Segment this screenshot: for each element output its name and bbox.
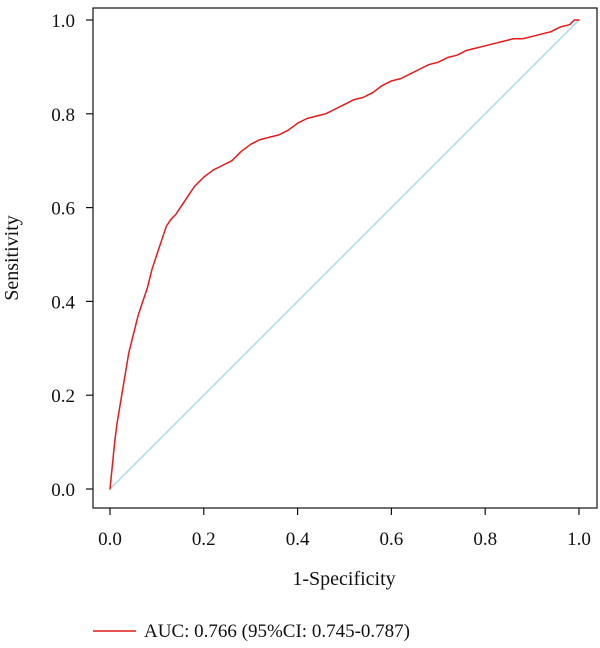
- y-tick-label-4: 0.8: [51, 105, 75, 126]
- curve-layer: [109, 19, 580, 490]
- y-tick-label-1: 0.2: [51, 386, 75, 407]
- y-tick-label-0: 0.0: [51, 480, 75, 501]
- plot-frame: [92, 7, 598, 509]
- plot-border: [92, 7, 598, 509]
- x-tick-label-4: 0.8: [473, 529, 497, 550]
- x-tick-label-3: 0.6: [380, 529, 404, 550]
- reference-layer: [109, 19, 580, 490]
- axis-layer: 0.0 0.2 0.4 0.6 0.8 1.0 0.0 0.2 0.4 0.6 0.8 1.0: [51, 11, 591, 550]
- x-tick-label-0: 0.0: [98, 529, 122, 550]
- y-axis-label: Sensitivity: [1, 215, 23, 301]
- y-tick-label-5: 1.0: [51, 11, 75, 32]
- x-tick-label-2: 0.4: [286, 529, 310, 550]
- legend: AUC: 0.766 (95%CI: 0.745-0.787): [93, 621, 410, 642]
- y-tick-label-2: 0.4: [51, 292, 75, 313]
- roc-curve: [109, 19, 580, 490]
- x-tick-label-5: 1.0: [567, 529, 591, 550]
- x-tick-label-1: 0.2: [192, 529, 216, 550]
- x-axis-label: 1-Specificity: [292, 568, 395, 590]
- reference-line: [109, 19, 580, 490]
- y-tick-label-3: 0.6: [51, 199, 75, 220]
- legend-label: AUC: 0.766 (95%CI: 0.745-0.787): [144, 621, 410, 642]
